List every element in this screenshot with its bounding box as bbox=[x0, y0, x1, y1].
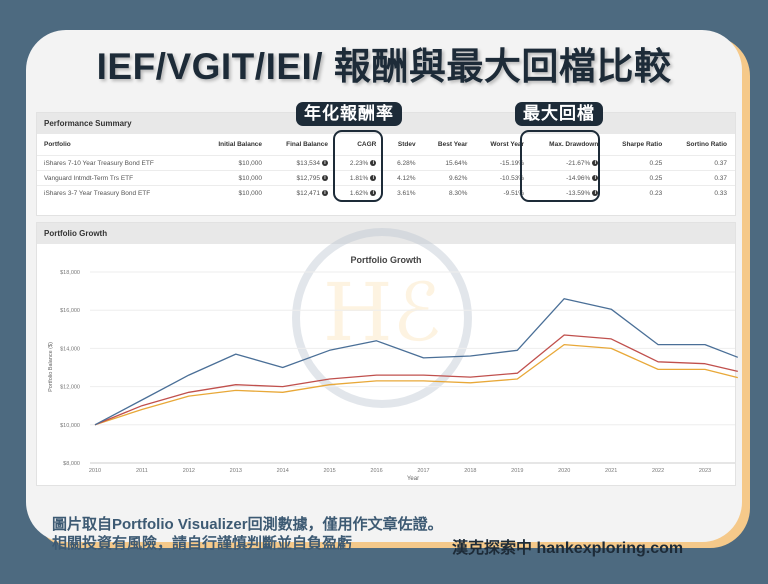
x-axis-label: Year bbox=[407, 476, 419, 482]
info-icon[interactable]: i bbox=[322, 189, 328, 196]
table-row: iShares 3-7 Year Treasury Bond ETF $10,0… bbox=[37, 185, 735, 200]
x-tick-label: 2022 bbox=[652, 468, 664, 474]
portfolio-name: iShares 7-10 Year Treasury Bond ETF bbox=[37, 155, 202, 171]
stdev: 4.12% bbox=[384, 170, 424, 186]
cagr-cell: 2.23% i bbox=[336, 155, 385, 171]
stdev: 3.61% bbox=[384, 185, 424, 200]
x-tick-label: 2014 bbox=[277, 468, 289, 474]
info-icon[interactable]: i bbox=[592, 189, 599, 196]
cagr-highlight-box bbox=[333, 130, 383, 202]
x-tick-label: 2013 bbox=[230, 468, 242, 474]
x-tick-label: 2016 bbox=[370, 468, 382, 474]
x-tick-label: 2017 bbox=[417, 468, 429, 474]
y-tick-label: $14,000 bbox=[60, 346, 80, 352]
drawdown-annotation-tag: 最大回檔 bbox=[515, 102, 603, 126]
disclaimer-line-1: 圖片取自Portfolio Visualizer回測數據，僅用作文章佐證。 bbox=[52, 516, 443, 533]
worst-year: -10.53% bbox=[475, 170, 533, 186]
worst-year: -9.51% bbox=[475, 185, 533, 200]
series-line bbox=[94, 343, 738, 426]
x-tick-label: 2011 bbox=[136, 468, 148, 474]
final-balance-cell: $13,534 i bbox=[270, 155, 336, 171]
best-year: 9.62% bbox=[423, 170, 476, 186]
stdev: 6.28% bbox=[384, 155, 424, 171]
col-initial-balance: Initial Balance bbox=[218, 141, 263, 148]
y-tick-label: $8,000 bbox=[63, 461, 80, 467]
y-tick-label: $18,000 bbox=[60, 270, 80, 276]
drawdown-cell: -13.59% i bbox=[532, 185, 607, 200]
y-tick-label: $16,000 bbox=[60, 308, 80, 314]
info-icon[interactable]: i bbox=[370, 159, 377, 166]
initial-balance: $10,000 bbox=[202, 185, 271, 200]
page-title: IEF/VGIT/IEI/ 報酬與最大回檔比較 bbox=[96, 46, 672, 87]
info-icon[interactable]: i bbox=[592, 159, 599, 166]
x-tick-label: 2019 bbox=[511, 468, 523, 474]
table-row: iShares 7-10 Year Treasury Bond ETF $10,… bbox=[37, 155, 735, 171]
col-portfolio: Portfolio bbox=[44, 141, 71, 148]
drawdown-highlight-box bbox=[520, 130, 600, 202]
final-balance-cell: $12,471 i bbox=[270, 185, 336, 200]
drawdown-cell: -21.67% i bbox=[532, 155, 607, 171]
x-tick-label: 2020 bbox=[558, 468, 570, 474]
sharpe: 0.25 bbox=[606, 155, 671, 171]
best-year: 8.30% bbox=[423, 185, 476, 200]
sortino: 0.37 bbox=[670, 170, 735, 186]
info-icon[interactable]: i bbox=[370, 189, 377, 196]
col-max-drawdown: Max. Drawdown bbox=[549, 141, 599, 148]
col-worst-year: Worst Year bbox=[490, 141, 525, 148]
series-line bbox=[94, 298, 739, 426]
table-row: Vanguard Intmdt-Term Trs ETF $10,000 $12… bbox=[37, 170, 735, 186]
info-icon[interactable]: i bbox=[322, 174, 328, 181]
brand-link[interactable]: 漢克探索中 hankexploring.com bbox=[452, 540, 684, 557]
sharpe: 0.25 bbox=[606, 170, 671, 186]
footer-disclaimer: 圖片取自Portfolio Visualizer回測數據，僅用作文章佐證。 相關… bbox=[52, 515, 443, 553]
x-tick-label: 2015 bbox=[323, 468, 335, 474]
y-tick-label: $12,000 bbox=[60, 385, 80, 391]
col-stdev: Stdev bbox=[397, 141, 416, 148]
sharpe: 0.23 bbox=[606, 185, 671, 200]
col-sharpe: Sharpe Ratio bbox=[622, 141, 663, 148]
disclaimer-line-2: 相關投資有風險，請自行謹慎判斷並自負盈虧 bbox=[52, 535, 353, 552]
x-tick-label: 2021 bbox=[605, 468, 617, 474]
sortino: 0.33 bbox=[670, 185, 735, 200]
info-icon[interactable]: i bbox=[370, 174, 377, 181]
x-tick-label: 2023 bbox=[699, 468, 711, 474]
portfolio-name: Vanguard Intmdt-Term Trs ETF bbox=[37, 170, 202, 186]
worst-year: -15.19% bbox=[475, 155, 533, 171]
x-tick-label: 2018 bbox=[464, 468, 476, 474]
table-header-row: Portfolio Initial Balance Final Balance … bbox=[37, 134, 735, 156]
cagr-cell: 1.62% i bbox=[336, 185, 385, 200]
cagr-annotation-tag: 年化報酬率 bbox=[296, 102, 402, 126]
watermark-logo: Hℰ bbox=[292, 228, 472, 408]
cagr-cell: 1.81% i bbox=[336, 170, 385, 186]
info-icon[interactable]: i bbox=[322, 159, 328, 166]
initial-balance: $10,000 bbox=[202, 170, 271, 186]
col-final-balance: Final Balance bbox=[286, 141, 328, 148]
col-best-year: Best Year bbox=[437, 141, 468, 148]
series-line bbox=[94, 334, 738, 426]
x-tick-label: 2012 bbox=[183, 468, 195, 474]
y-axis-label: Portfolio Balance ($) bbox=[48, 342, 54, 392]
best-year: 15.64% bbox=[423, 155, 476, 171]
drawdown-cell: -14.96% i bbox=[532, 170, 607, 186]
sortino: 0.37 bbox=[670, 155, 735, 171]
info-icon[interactable]: i bbox=[592, 174, 599, 181]
initial-balance: $10,000 bbox=[202, 155, 271, 171]
col-cagr: CAGR bbox=[357, 141, 377, 148]
y-tick-label: $10,000 bbox=[60, 423, 80, 429]
final-balance-cell: $12,795 i bbox=[270, 170, 336, 186]
x-tick-label: 2010 bbox=[89, 468, 101, 474]
performance-table: Portfolio Initial Balance Final Balance … bbox=[37, 134, 735, 200]
portfolio-name: iShares 3-7 Year Treasury Bond ETF bbox=[37, 185, 202, 200]
col-sortino: Sortino Ratio bbox=[686, 141, 727, 148]
